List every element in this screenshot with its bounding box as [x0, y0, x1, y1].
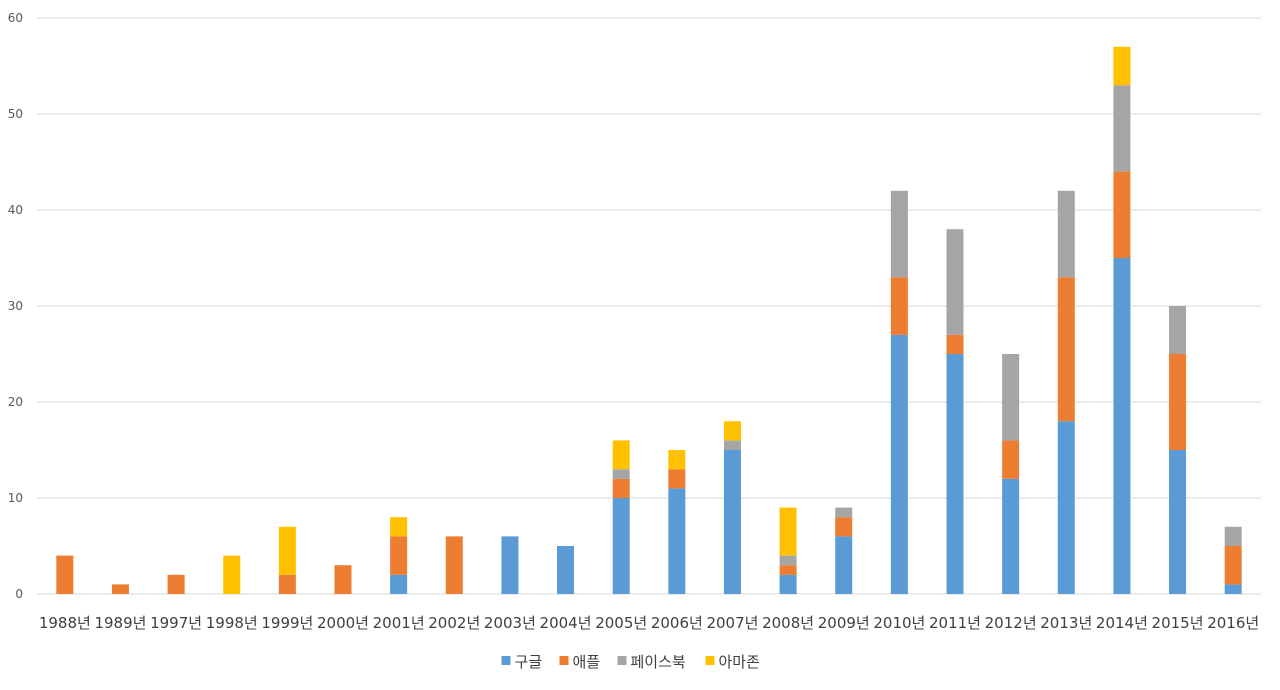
bar-2009년-series-0 [835, 536, 853, 594]
bar-1998년-series-3 [223, 555, 241, 594]
y-tick-label: 30 [8, 299, 23, 313]
x-tick-label: 2010년 [873, 614, 925, 632]
x-tick-label: 2012년 [985, 614, 1037, 632]
bar-2005년-series-1 [612, 478, 630, 498]
bar-2015년-series-1 [1169, 354, 1187, 450]
x-tick-label: 2004년 [540, 614, 592, 632]
bar-2008년-series-0 [779, 574, 797, 594]
bar-1999년-series-3 [278, 526, 296, 575]
bar-2010년-series-2 [890, 190, 908, 278]
x-tick-label: 1997년 [150, 614, 202, 632]
legend-swatch-2 [617, 656, 627, 665]
bar-2001년-series-1 [390, 536, 408, 575]
legend-label: 구글 [515, 653, 543, 671]
x-tick-label: 1998년 [206, 614, 258, 632]
y-tick-label: 10 [8, 491, 23, 505]
bar-2011년-series-1 [946, 334, 964, 354]
x-tick-label: 2016년 [1207, 614, 1259, 632]
y-tick-label: 0 [15, 587, 23, 601]
bar-2008년-series-2 [779, 555, 797, 566]
y-tick-label: 40 [8, 203, 23, 217]
x-tick-label: 2009년 [818, 614, 870, 632]
bar-2004년-series-0 [557, 546, 575, 594]
y-tick-label: 50 [8, 107, 23, 121]
x-tick-label: 2003년 [484, 614, 536, 632]
bar-2015년-series-0 [1169, 450, 1187, 594]
bar-2003년-series-0 [501, 536, 519, 594]
bar-2014년-series-0 [1113, 258, 1131, 594]
legend-swatch-0 [501, 656, 511, 665]
x-tick-label: 2011년 [929, 614, 981, 632]
x-tick-label: 2015년 [1152, 614, 1204, 632]
bar-2005년-series-3 [612, 440, 630, 470]
legend-label: 애플 [573, 653, 601, 671]
x-tick-label: 1989년 [94, 614, 146, 632]
bar-2007년-series-3 [723, 421, 741, 441]
bar-2012년-series-0 [1002, 478, 1020, 594]
bar-2007년-series-0 [723, 450, 741, 594]
bar-2001년-series-0 [390, 574, 408, 594]
bar-2008년-series-1 [779, 565, 797, 575]
bar-2013년-series-2 [1057, 190, 1075, 278]
bar-2014년-series-2 [1113, 85, 1131, 172]
bars [56, 46, 1242, 594]
y-tick-label: 20 [8, 395, 23, 409]
bar-2010년-series-1 [890, 277, 908, 335]
x-tick-label: 2014년 [1096, 614, 1148, 632]
bar-2015년-series-2 [1169, 306, 1187, 354]
bar-2009년-series-1 [835, 517, 853, 537]
bar-2010년-series-0 [890, 334, 908, 594]
bar-2016년-series-0 [1224, 584, 1242, 594]
y-tick-label: 60 [8, 11, 23, 25]
bar-2006년-series-0 [668, 488, 686, 594]
x-tick-label: 2001년 [373, 614, 425, 632]
x-tick-label: 2005년 [595, 614, 647, 632]
bar-1997년-series-1 [167, 574, 185, 594]
x-tick-label: 2007년 [706, 614, 758, 632]
bar-1989년-series-1 [111, 584, 129, 594]
x-axis: 1988년 1989년 1997년 1998년 1999년 2000년 2001년 2002년… [39, 614, 1259, 632]
legend-swatch-3 [705, 656, 715, 665]
bar-1988년-series-1 [56, 555, 74, 594]
bar-2011년-series-2 [946, 229, 964, 335]
x-tick-label: 2000년 [317, 614, 369, 632]
bar-2000년-series-1 [334, 565, 352, 594]
bar-1999년-series-1 [278, 574, 296, 594]
legend-label: 아마존 [719, 653, 761, 671]
bar-2006년-series-3 [668, 450, 686, 470]
x-tick-label: 2006년 [651, 614, 703, 632]
x-tick-label: 1999년 [261, 614, 313, 632]
bar-2011년-series-0 [946, 354, 964, 594]
gridlines [37, 17, 1261, 595]
x-tick-label: 1988년 [39, 614, 91, 632]
x-tick-label: 2002년 [428, 614, 480, 632]
bar-2007년-series-2 [723, 440, 741, 450]
bar-2013년-series-1 [1057, 277, 1075, 422]
bar-2012년-series-1 [1002, 440, 1020, 479]
x-tick-label: 2013년 [1040, 614, 1092, 632]
bar-2005년-series-0 [612, 498, 630, 594]
bar-2016년-series-1 [1224, 546, 1242, 585]
bar-2012년-series-2 [1002, 354, 1020, 441]
bar-2006년-series-1 [668, 469, 686, 489]
bar-2001년-series-3 [390, 517, 408, 537]
bar-2013년-series-0 [1057, 421, 1075, 594]
bar-2008년-series-3 [779, 507, 797, 556]
bar-2016년-series-2 [1224, 526, 1242, 546]
legend-label: 페이스북 [631, 653, 686, 671]
bar-2002년-series-1 [445, 536, 463, 594]
bar-2014년-series-3 [1113, 46, 1131, 86]
bar-2005년-series-2 [612, 469, 630, 479]
y-axis: 0 10 20 30 40 50 60 [8, 11, 23, 601]
bar-2014년-series-1 [1113, 171, 1131, 258]
bar-2009년-series-2 [835, 507, 853, 518]
legend-swatch-1 [559, 656, 569, 665]
x-tick-label: 2008년 [762, 614, 814, 632]
legend: 구글 애플 페이스북 아마존 [501, 653, 761, 671]
